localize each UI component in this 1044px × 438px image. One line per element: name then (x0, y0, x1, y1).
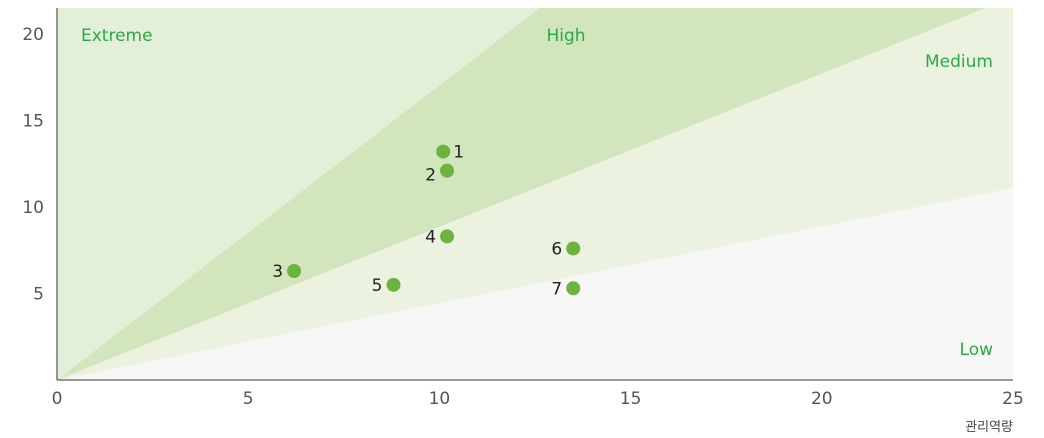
y-tick-label: 15 (22, 111, 44, 131)
data-point-label-6: 6 (551, 240, 562, 260)
x-tick-label: 10 (429, 389, 451, 409)
x-tick-label: 0 (52, 389, 63, 409)
data-point-label-2: 2 (425, 166, 436, 186)
data-point-5 (386, 277, 401, 292)
x-tick-label: 25 (1002, 389, 1024, 409)
zone-label-low: Low (960, 340, 994, 360)
x-tick-label: 5 (243, 389, 254, 409)
y-tick-label: 20 (22, 25, 44, 45)
data-point-4 (440, 229, 455, 244)
data-point-label-7: 7 (551, 279, 562, 299)
data-point-label-1: 1 (453, 143, 464, 163)
zone-labels: Extreme High Medium Low (81, 26, 993, 360)
x-tick-label: 20 (811, 389, 833, 409)
zone-label-medium: Medium (925, 52, 993, 72)
y-tick-label: 10 (22, 198, 44, 218)
x-tick-label: 15 (620, 389, 642, 409)
zone-low (57, 188, 1013, 380)
data-point-6 (566, 241, 581, 256)
zone-label-extreme: Extreme (81, 26, 153, 46)
x-axis-title: 관리역량 (965, 420, 1013, 435)
y-tick-label: 5 (33, 284, 44, 304)
data-point-1 (436, 144, 451, 159)
data-point-7 (566, 281, 581, 296)
zone-label-high: High (546, 26, 585, 46)
data-point-2 (440, 163, 455, 178)
points-layer: 12 3 4 5 6 7 (272, 143, 581, 299)
zone-layer (57, 8, 1013, 380)
data-point-label-4: 4 (425, 227, 436, 247)
data-point-label-5: 5 (372, 276, 383, 296)
data-point-3 (287, 263, 302, 278)
data-point-label-3: 3 (272, 262, 283, 282)
